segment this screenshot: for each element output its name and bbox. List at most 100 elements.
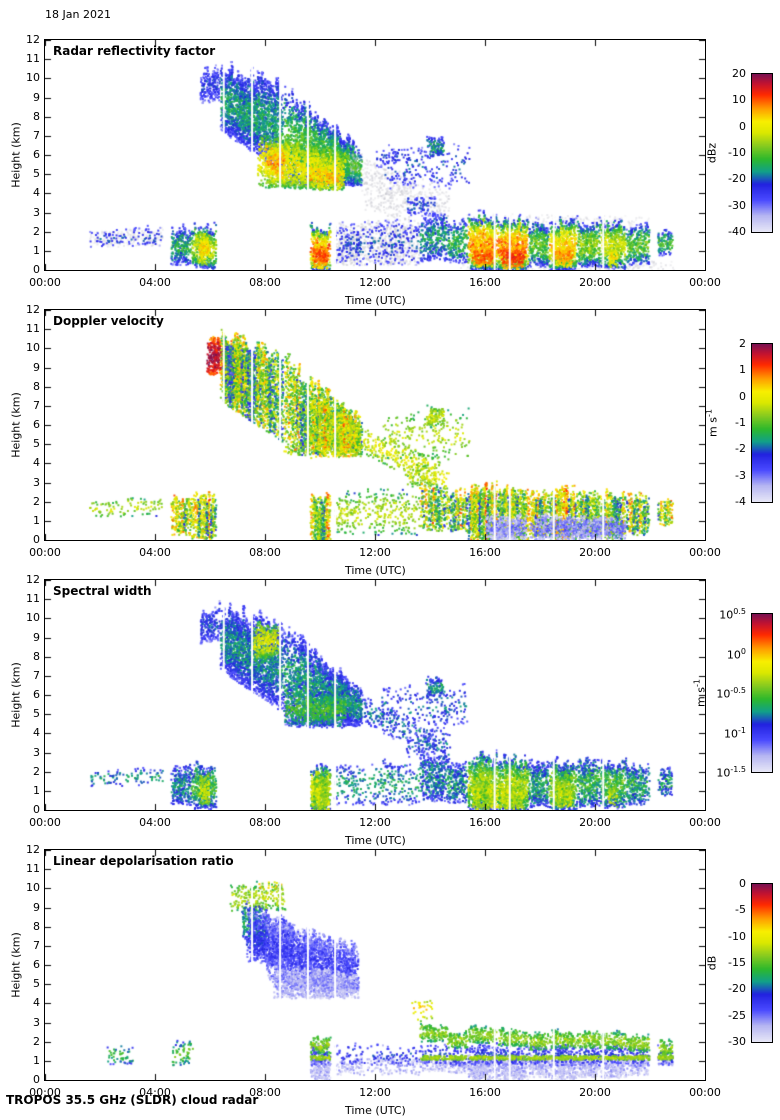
height-tick-label: 9 xyxy=(33,900,40,914)
footer-instrument-label: TROPOS 35.5 GHz (SLDR) cloud radar xyxy=(6,1093,259,1107)
time-tick-label: 16:00 xyxy=(469,816,501,829)
height-tick-label: 7 xyxy=(33,668,40,682)
time-tick-label: 04:00 xyxy=(139,276,171,289)
height-tick-label: 1 xyxy=(33,513,40,527)
heatmap-canvas-ldr xyxy=(45,850,705,1080)
time-tick-label: 00:00 xyxy=(689,816,721,829)
height-tick-label: 12 xyxy=(26,843,40,856)
height-tick-label: 8 xyxy=(33,379,40,393)
time-tick-label: 12:00 xyxy=(359,546,391,559)
heatmap-canvas-spectral-width xyxy=(45,580,705,810)
height-tick-label: 9 xyxy=(33,630,40,644)
time-tick-label: 08:00 xyxy=(249,276,281,289)
height-tick-label: 1 xyxy=(33,243,40,257)
height-tick-label: 5 xyxy=(33,977,40,991)
time-tick-label: 00:00 xyxy=(29,816,61,829)
height-tick-label: 7 xyxy=(33,938,40,952)
height-tick-label: 10 xyxy=(26,611,40,625)
height-tick-label: 3 xyxy=(33,1015,40,1029)
height-tick-label: 5 xyxy=(33,707,40,721)
colorbar-tick-label: 0 xyxy=(739,119,746,133)
height-tick-label: 2 xyxy=(33,494,40,508)
colorbar-tick-label: 100.5 xyxy=(719,607,746,622)
time-tick-label: 00:00 xyxy=(29,276,61,289)
height-tick-label: 6 xyxy=(33,148,40,161)
time-tick-label: 08:00 xyxy=(249,546,281,559)
colorbar-tick-label: 10-1 xyxy=(724,725,746,741)
colorbar-tick-label: -20 xyxy=(728,982,746,996)
time-tick-label: 12:00 xyxy=(359,816,391,829)
height-tick-label: 0 xyxy=(33,803,40,816)
colorbar-unit-label-doppler-velocity: m s-1 xyxy=(704,409,720,437)
colorbar-tick-label: 10-1.5 xyxy=(716,765,746,780)
time-tick-label: 08:00 xyxy=(249,1086,281,1099)
height-tick-label: 0 xyxy=(33,533,40,546)
height-tick-label: 9 xyxy=(33,90,40,104)
time-axis-label-ldr: Time (UTC) xyxy=(345,1104,406,1117)
time-tick-label: 20:00 xyxy=(579,546,611,559)
colorbar-tick-label: -30 xyxy=(728,198,746,212)
colorbar-reflectivity xyxy=(752,74,772,232)
time-axis-label-doppler-velocity: Time (UTC) xyxy=(345,564,406,577)
colorbar-tick-label: 10-0.5 xyxy=(716,686,746,701)
height-tick-label: 8 xyxy=(33,649,40,663)
height-tick-label: 5 xyxy=(33,437,40,451)
panel-title-spectral-width: Spectral width xyxy=(53,584,152,598)
colorbar-tick-label: 0 xyxy=(739,389,746,403)
panel-title-reflectivity: Radar reflectivity factor xyxy=(53,44,216,58)
colorbar-tick-label: -15 xyxy=(728,956,746,969)
time-tick-label: 04:00 xyxy=(139,1086,171,1099)
height-tick-label: 4 xyxy=(33,456,40,470)
height-tick-label: 8 xyxy=(33,109,40,123)
height-tick-label: 12 xyxy=(26,303,40,316)
height-tick-label: 1 xyxy=(33,783,40,797)
time-axis-label-spectral-width: Time (UTC) xyxy=(345,834,406,847)
height-tick-label: 11 xyxy=(26,862,40,876)
height-tick-label: 10 xyxy=(26,881,40,895)
colorbar-tick-label: 2 xyxy=(739,337,746,350)
height-tick-label: 3 xyxy=(33,475,40,489)
heatmap-canvas-reflectivity xyxy=(45,40,705,270)
height-tick-label: 2 xyxy=(33,764,40,778)
time-tick-label: 12:00 xyxy=(359,1086,391,1099)
height-tick-label: 0 xyxy=(33,1073,40,1086)
time-tick-label: 16:00 xyxy=(469,1086,501,1099)
colorbar-tick-label: -10 xyxy=(728,146,746,159)
height-tick-label: 6 xyxy=(33,958,40,971)
panel-title-ldr: Linear depolarisation ratio xyxy=(53,854,234,868)
colorbar-doppler-velocity xyxy=(752,344,772,502)
height-tick-label: 10 xyxy=(26,71,40,85)
colorbar-tick-label: -2 xyxy=(735,442,746,456)
time-tick-label: 12:00 xyxy=(359,276,391,289)
colorbar-tick-label: 100 xyxy=(726,646,746,662)
time-tick-label: 00:00 xyxy=(29,1086,61,1099)
height-tick-label: 1 xyxy=(33,1053,40,1067)
height-tick-label: 8 xyxy=(33,919,40,933)
colorbar-tick-label: -10 xyxy=(728,929,746,943)
height-tick-label: 3 xyxy=(33,745,40,759)
time-tick-label: 20:00 xyxy=(579,816,611,829)
colorbar-tick-label: 1 xyxy=(739,363,746,377)
time-tick-label: 00:00 xyxy=(689,276,721,289)
time-tick-label: 08:00 xyxy=(249,816,281,829)
colorbar-tick-label: 0 xyxy=(739,877,746,890)
colorbar-tick-label: -20 xyxy=(728,172,746,186)
colorbar-tick-label: -4 xyxy=(735,495,746,508)
height-axis-label-spectral-width: Height (km) xyxy=(9,662,23,728)
height-tick-label: 0 xyxy=(33,263,40,276)
colorbar-tick-label: -1 xyxy=(735,416,746,429)
colorbar-tick-label: -30 xyxy=(728,1035,746,1048)
height-tick-label: 5 xyxy=(33,167,40,181)
panel-title-doppler-velocity: Doppler velocity xyxy=(53,314,164,328)
height-tick-label: 11 xyxy=(26,592,40,606)
time-tick-label: 04:00 xyxy=(139,546,171,559)
height-tick-label: 11 xyxy=(26,52,40,66)
colorbar-ldr xyxy=(752,884,772,1042)
colorbar-tick-label: -3 xyxy=(735,468,746,482)
height-tick-label: 2 xyxy=(33,1034,40,1048)
colorbar-tick-label: 10 xyxy=(732,93,746,107)
height-tick-label: 6 xyxy=(33,688,40,701)
colorbar-unit-label-ldr: dB xyxy=(705,955,719,971)
height-tick-label: 4 xyxy=(33,996,40,1010)
colorbar-tick-label: -40 xyxy=(728,225,746,238)
